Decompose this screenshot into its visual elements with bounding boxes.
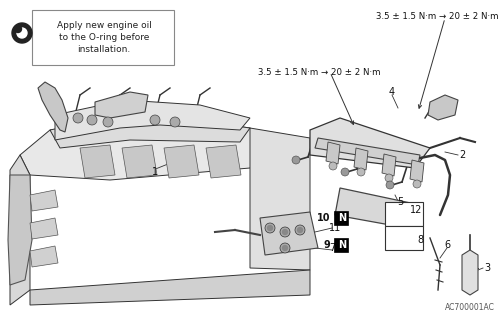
Text: N: N <box>338 213 346 223</box>
Circle shape <box>295 225 305 235</box>
Text: 3.5 ± 1.5 N·m → 20 ± 2 N·m: 3.5 ± 1.5 N·m → 20 ± 2 N·m <box>376 12 498 21</box>
FancyBboxPatch shape <box>32 10 174 65</box>
Circle shape <box>14 26 21 33</box>
Circle shape <box>357 168 365 176</box>
Polygon shape <box>30 270 310 305</box>
Polygon shape <box>335 188 420 230</box>
Polygon shape <box>310 118 430 168</box>
Circle shape <box>282 246 288 250</box>
Circle shape <box>282 229 288 234</box>
Text: Apply new engine oil: Apply new engine oil <box>56 21 152 31</box>
FancyBboxPatch shape <box>385 226 423 250</box>
Circle shape <box>103 117 113 127</box>
Polygon shape <box>260 212 318 255</box>
FancyBboxPatch shape <box>385 202 423 226</box>
Text: N: N <box>338 240 346 250</box>
Circle shape <box>298 227 302 233</box>
Polygon shape <box>95 92 148 118</box>
Polygon shape <box>410 160 424 182</box>
Circle shape <box>329 162 337 170</box>
Text: AC700001AC: AC700001AC <box>445 303 495 312</box>
FancyBboxPatch shape <box>334 211 348 225</box>
Text: 2: 2 <box>459 150 465 160</box>
Polygon shape <box>55 100 250 140</box>
Polygon shape <box>50 115 250 148</box>
Polygon shape <box>30 218 58 239</box>
FancyBboxPatch shape <box>334 238 348 252</box>
Circle shape <box>385 174 393 182</box>
Text: 11: 11 <box>329 223 341 233</box>
Circle shape <box>341 168 349 176</box>
Circle shape <box>150 115 160 125</box>
Text: 3: 3 <box>484 263 490 273</box>
Circle shape <box>268 226 272 231</box>
Polygon shape <box>250 128 310 270</box>
Text: 7: 7 <box>329 243 335 253</box>
Polygon shape <box>20 118 270 180</box>
Circle shape <box>292 156 300 164</box>
Circle shape <box>170 117 180 127</box>
Text: 6: 6 <box>444 240 450 250</box>
Text: 9: 9 <box>323 240 330 250</box>
Circle shape <box>17 28 27 38</box>
Polygon shape <box>382 154 396 176</box>
Circle shape <box>280 227 290 237</box>
Text: installation.: installation. <box>78 46 130 55</box>
Polygon shape <box>30 246 58 267</box>
Circle shape <box>386 181 394 189</box>
Polygon shape <box>10 155 30 305</box>
Text: 4: 4 <box>389 87 395 97</box>
Circle shape <box>12 23 32 43</box>
Text: 12: 12 <box>410 205 422 215</box>
Polygon shape <box>30 190 58 211</box>
Circle shape <box>280 243 290 253</box>
Polygon shape <box>38 82 68 132</box>
Polygon shape <box>206 145 241 178</box>
Polygon shape <box>8 175 32 285</box>
Text: 8: 8 <box>417 235 423 245</box>
Circle shape <box>265 223 275 233</box>
Polygon shape <box>428 95 458 120</box>
Polygon shape <box>462 250 478 295</box>
Circle shape <box>413 180 421 188</box>
Polygon shape <box>164 145 199 178</box>
Circle shape <box>73 113 83 123</box>
Text: 10: 10 <box>316 213 330 223</box>
Polygon shape <box>122 145 157 178</box>
Text: 3.5 ± 1.5 N·m → 20 ± 2 N·m: 3.5 ± 1.5 N·m → 20 ± 2 N·m <box>258 68 380 77</box>
Text: to the O-ring before: to the O-ring before <box>59 33 149 42</box>
Polygon shape <box>354 148 368 170</box>
Polygon shape <box>80 145 115 178</box>
Text: 5: 5 <box>397 197 403 207</box>
Circle shape <box>87 115 97 125</box>
Text: 1: 1 <box>152 167 158 177</box>
Polygon shape <box>326 142 340 164</box>
Polygon shape <box>315 138 420 165</box>
